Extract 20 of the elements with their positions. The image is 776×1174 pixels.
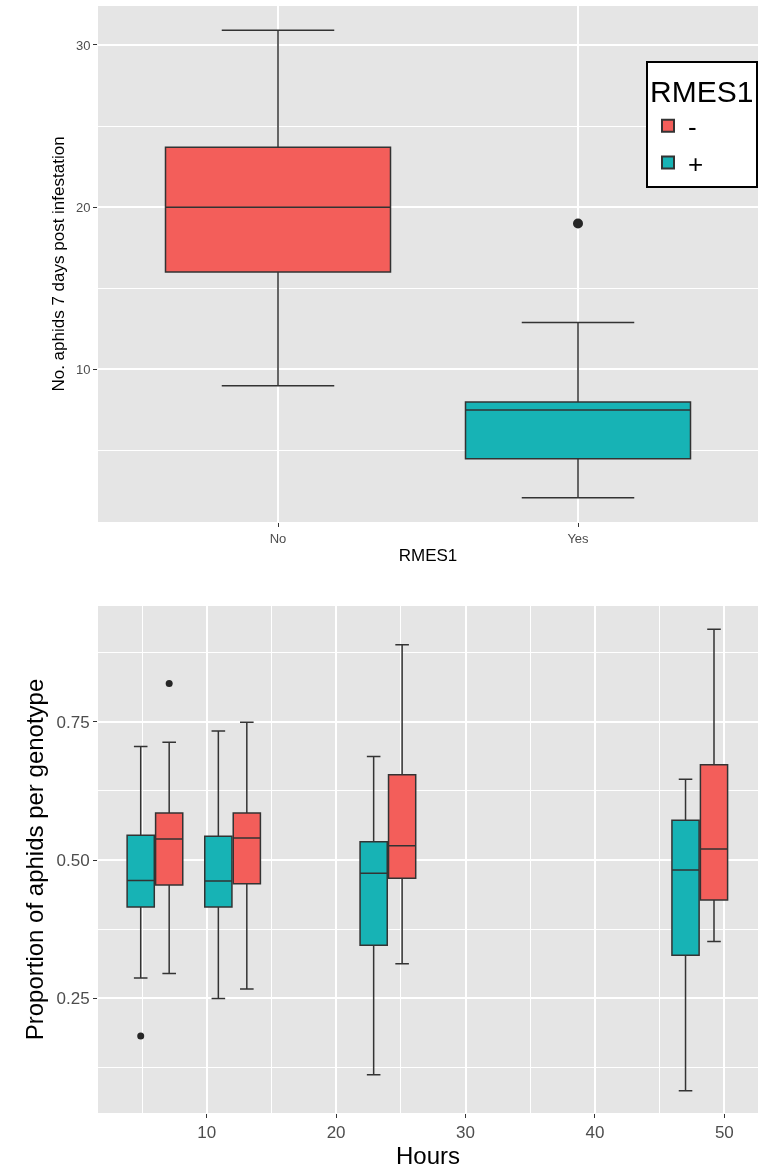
x-tick-label: 30	[456, 1123, 475, 1143]
legend-title: RMES1	[650, 75, 754, 109]
x-tick-label: 10	[197, 1123, 217, 1143]
y-axis-title: Proportion of aphids per genotype	[20, 678, 48, 1041]
x-axis-title: RMES1	[398, 546, 458, 565]
x-tick-label: No	[269, 530, 287, 546]
x-tick-label: Yes	[567, 530, 590, 546]
y-tick-label: 0.25	[56, 989, 90, 1009]
x-tick-label: 50	[714, 1123, 734, 1143]
legend-label: -	[688, 111, 697, 142]
y-tick-label: 30	[75, 37, 91, 53]
x-tick-label: 40	[585, 1123, 605, 1143]
y-tick-label: 0.50	[56, 851, 90, 870]
y-tick-label: 20	[75, 199, 91, 215]
x-tick-label: 20	[326, 1123, 346, 1143]
legend-label: +	[688, 148, 704, 179]
y-axis-title: No. aphids 7 days post infestation	[49, 136, 69, 392]
x-axis-title: Hours	[395, 1142, 461, 1170]
y-tick-label: 0.75	[56, 712, 90, 732]
y-tick-label: 10	[75, 362, 91, 378]
